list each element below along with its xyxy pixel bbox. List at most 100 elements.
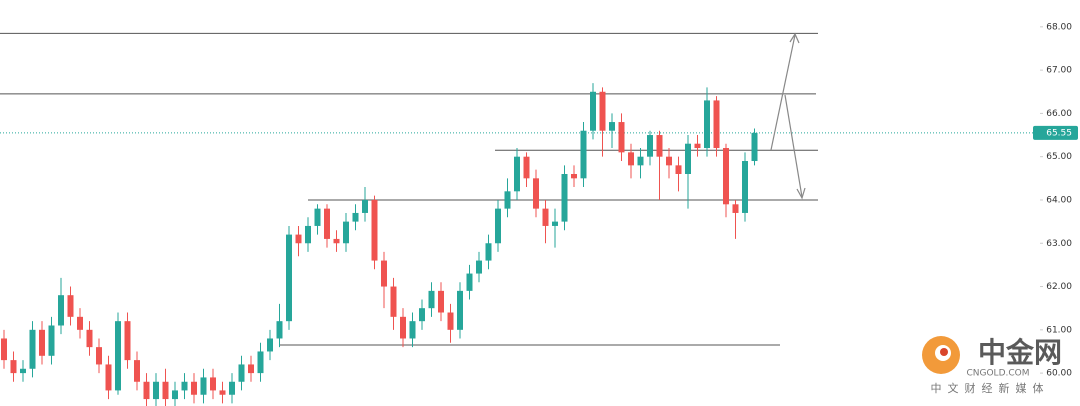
- candle-body: [751, 132, 758, 162]
- annotation-arrows: [770, 32, 806, 200]
- y-tick-label: 66.00: [1046, 109, 1072, 119]
- candle-body: [162, 381, 169, 400]
- y-tick-label: 67.00: [1046, 66, 1072, 76]
- candle-body: [305, 225, 311, 244]
- candle-body: [48, 325, 55, 356]
- watermark-domain: CNGOLD.COM: [966, 369, 1029, 379]
- candle-body: [362, 199, 368, 213]
- candle-body: [571, 174, 577, 179]
- candle-body: [561, 174, 568, 222]
- candle-body: [172, 390, 178, 400]
- candle-body: [276, 321, 283, 339]
- y-tick-label: 68.00: [1046, 22, 1072, 32]
- candle-body: [704, 100, 710, 149]
- candle-body: [713, 100, 720, 149]
- candle-body: [675, 165, 682, 174]
- candle-body: [343, 221, 349, 244]
- arrow-head: [789, 32, 800, 44]
- candle-body: [542, 208, 549, 226]
- arrow-up: [770, 34, 796, 151]
- candle-body: [181, 381, 188, 391]
- candle-body: [666, 156, 672, 166]
- candle-body: [96, 347, 102, 365]
- candle-body: [694, 143, 701, 149]
- y-tick-label: 62.00: [1046, 282, 1072, 292]
- candle-body: [295, 234, 302, 244]
- candle-body: [732, 204, 739, 213]
- y-tick-label: 63.00: [1046, 239, 1072, 249]
- candle-body: [238, 364, 245, 382]
- candle-body: [352, 212, 359, 222]
- watermark-tagline: 中文财经新媒体: [931, 381, 1050, 395]
- candle-body: [590, 91, 596, 131]
- candle-body: [400, 316, 406, 339]
- candle-body: [523, 156, 530, 179]
- logo-dot: [940, 348, 948, 356]
- candle-body: [67, 295, 74, 317]
- candle-body: [58, 295, 64, 326]
- candle-body: [324, 208, 330, 239]
- candle-body: [447, 312, 454, 330]
- candle-body: [1, 338, 7, 361]
- candle-body: [552, 221, 558, 226]
- candle-body: [656, 135, 663, 157]
- candle-body: [637, 156, 644, 166]
- candle-body: [485, 243, 492, 261]
- candle-body: [86, 329, 93, 348]
- candle-body: [409, 321, 416, 339]
- candle-body: [438, 290, 444, 313]
- candle-body: [219, 390, 226, 395]
- candle-body: [77, 316, 83, 330]
- candle-body: [333, 238, 340, 244]
- candle-body: [229, 381, 235, 395]
- watermark-name: 中金网: [978, 336, 1062, 369]
- candle-body: [609, 122, 615, 131]
- candle-body: [685, 143, 691, 174]
- plot: 60.00 61.00 62.00 63.00 64.00 65.00 66.00 67.00…: [0, 22, 1078, 406]
- candle-body: [115, 321, 121, 391]
- candle-body: [10, 360, 17, 374]
- candle-body: [628, 152, 634, 166]
- y-tick-label: 61.00: [1046, 325, 1072, 335]
- candle-body: [267, 338, 273, 352]
- candle-body: [200, 377, 207, 395]
- y-tick-label: 64.00: [1046, 195, 1072, 205]
- y-tick-label: 65.00: [1046, 152, 1072, 162]
- candle-body: [105, 364, 112, 391]
- candle-body: [153, 381, 159, 400]
- candle-body: [419, 308, 425, 322]
- candle-body: [143, 381, 150, 400]
- candle-body: [514, 156, 520, 192]
- candle-body: [286, 234, 292, 322]
- candle-body: [191, 381, 197, 395]
- candle-body: [495, 208, 501, 244]
- candle-body: [647, 135, 653, 157]
- candle-body: [533, 178, 539, 209]
- candle-body: [618, 122, 625, 153]
- arrow-head: [796, 187, 806, 200]
- candle-body: [248, 364, 254, 374]
- last-price-label: 65.55: [1046, 128, 1072, 138]
- candle-body: [723, 148, 729, 205]
- candle-body: [371, 199, 378, 261]
- candle-body: [476, 260, 482, 274]
- last-price-box: [1033, 125, 1078, 140]
- candle-body: [390, 286, 397, 317]
- candle-body: [466, 273, 473, 291]
- candle-body: [29, 329, 36, 369]
- candle-body: [134, 360, 140, 382]
- candle-body: [580, 130, 587, 179]
- y-tick-label: 60.00: [1046, 369, 1072, 379]
- candle-body: [314, 208, 321, 226]
- candle-body: [381, 260, 387, 287]
- candle-body: [599, 91, 606, 131]
- arrow-down: [784, 94, 803, 198]
- candle-body: [504, 191, 511, 209]
- candle-body: [210, 377, 216, 391]
- candle-body: [742, 161, 748, 213]
- watermark: 中金网 CNGOLD.COM 中文财经新媒体: [922, 336, 1062, 395]
- candle-body: [39, 329, 45, 356]
- candle-body: [124, 321, 131, 361]
- candle-body: [457, 290, 463, 330]
